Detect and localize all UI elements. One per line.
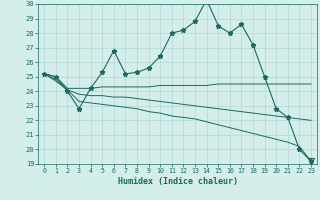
X-axis label: Humidex (Indice chaleur): Humidex (Indice chaleur) — [118, 177, 238, 186]
